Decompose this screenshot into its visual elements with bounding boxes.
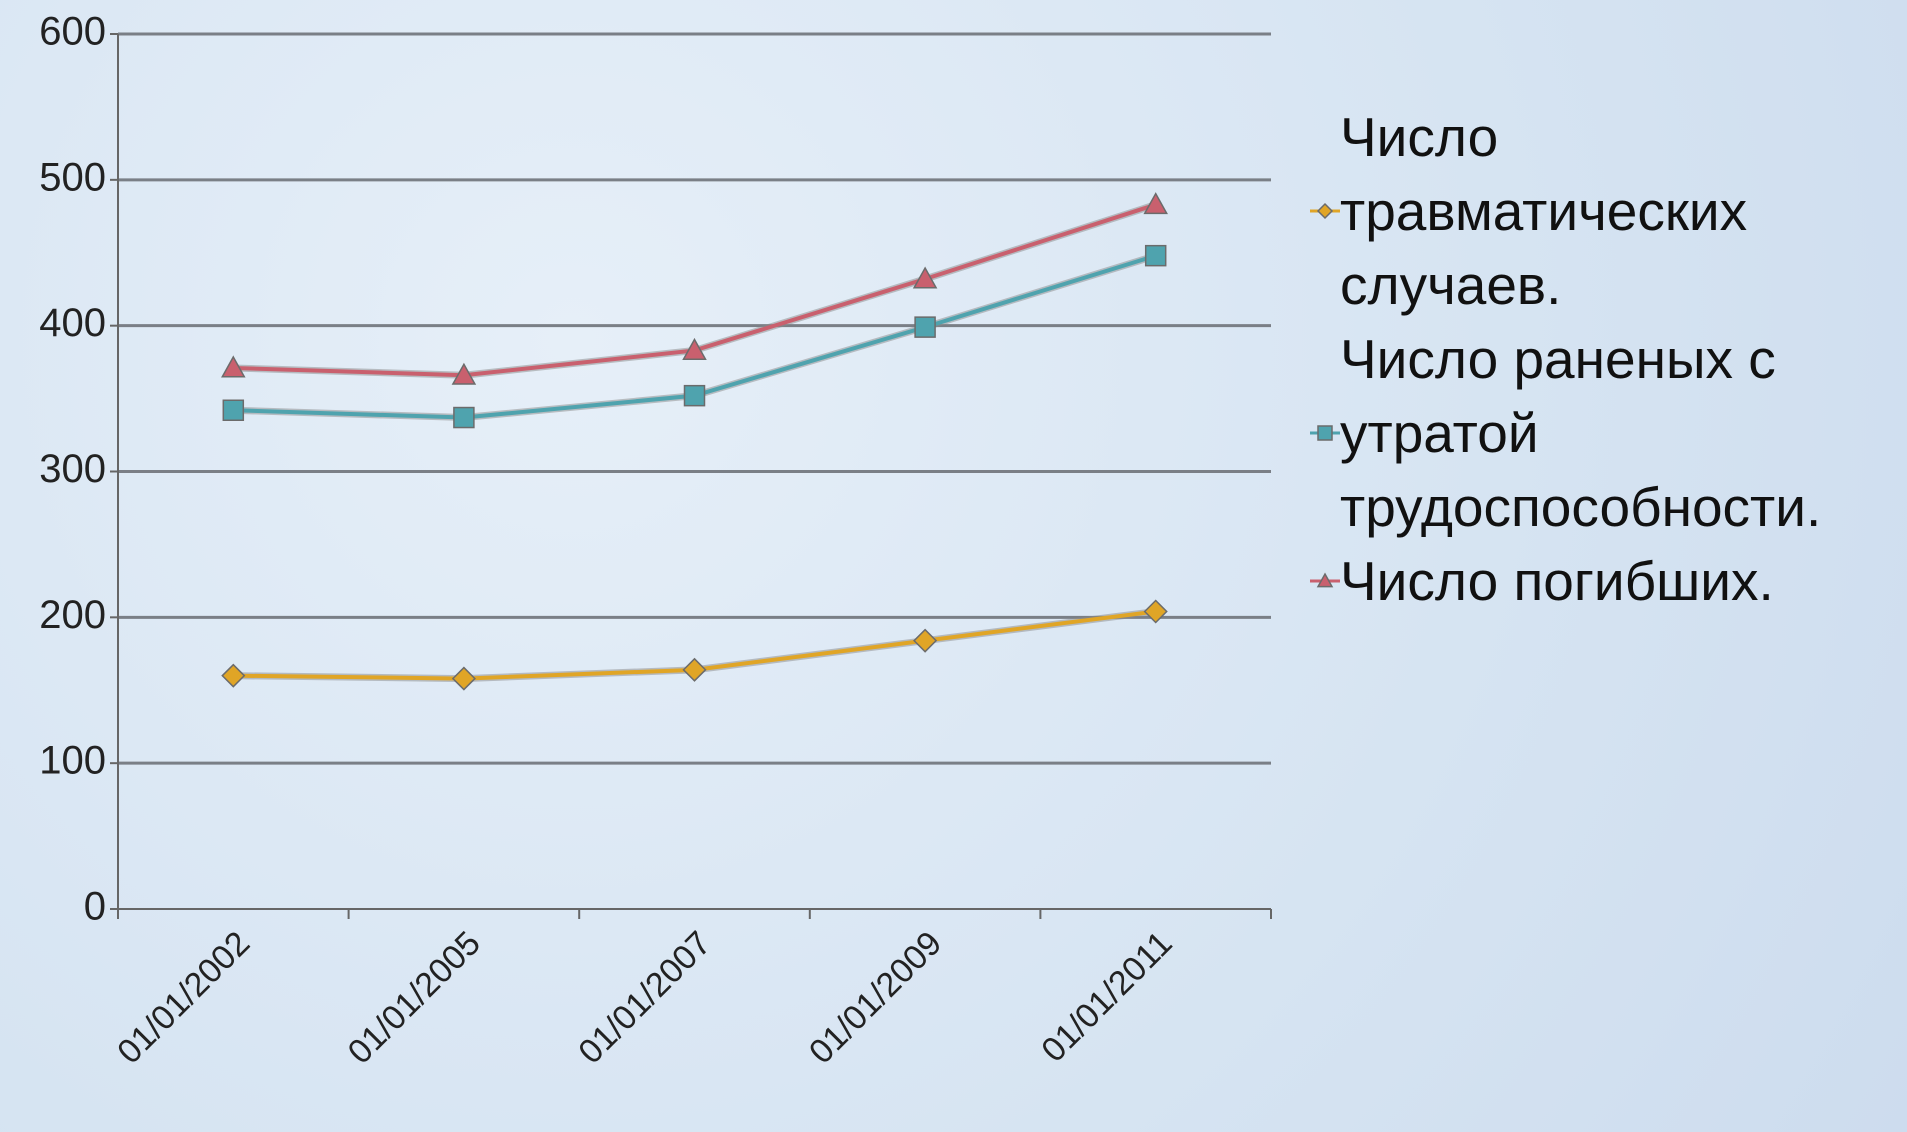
legend-entry: Число погибших.: [1310, 544, 1900, 618]
legend-marker: [1310, 425, 1340, 441]
marker: [912, 266, 938, 289]
legend: Число травматических случаев. Число ранен…: [1310, 100, 1900, 618]
y-tick-label: 500: [39, 155, 106, 199]
marker: [682, 337, 707, 361]
marker: [451, 666, 476, 691]
y-tick-label: 300: [39, 447, 106, 491]
marker: [682, 657, 707, 682]
marker: [1143, 192, 1168, 215]
marker: [683, 384, 706, 407]
legend-entry: Число травматических случаев.: [1310, 100, 1900, 322]
x-tick-label: 01/01/2011: [1034, 924, 1179, 1069]
x-tick-label: 01/01/2009: [802, 924, 949, 1071]
legend-marker: [1310, 572, 1340, 588]
legend-label: Число погибших.: [1340, 550, 1774, 612]
legend-label: Число травматических случаев.: [1340, 106, 1748, 316]
legend-marker: [1310, 202, 1340, 220]
marker: [222, 399, 245, 421]
x-tick-label: 01/01/2005: [341, 924, 488, 1071]
y-tick-label: 100: [39, 739, 106, 783]
marker: [221, 663, 246, 688]
marker: [453, 406, 475, 429]
y-tick-label: 200: [39, 593, 106, 637]
y-tick-label: 400: [39, 301, 106, 345]
legend-label: Число раненых с утратой трудоспособности…: [1340, 328, 1822, 538]
y-tick-label: 600: [39, 10, 106, 54]
legend-entry: Число раненых с утратой трудоспособности…: [1310, 322, 1900, 544]
marker: [1143, 599, 1168, 624]
marker: [1144, 244, 1167, 267]
marker: [1317, 425, 1333, 441]
marker: [451, 362, 477, 385]
marker: [913, 628, 938, 653]
x-tick-label: 01/01/2007: [571, 924, 718, 1071]
x-tick-label: 01/01/2002: [110, 924, 257, 1071]
marker: [914, 316, 936, 338]
marker: [221, 355, 246, 378]
marker: [1316, 202, 1334, 220]
y-tick-label: 0: [84, 885, 106, 929]
marker: [1316, 572, 1334, 588]
